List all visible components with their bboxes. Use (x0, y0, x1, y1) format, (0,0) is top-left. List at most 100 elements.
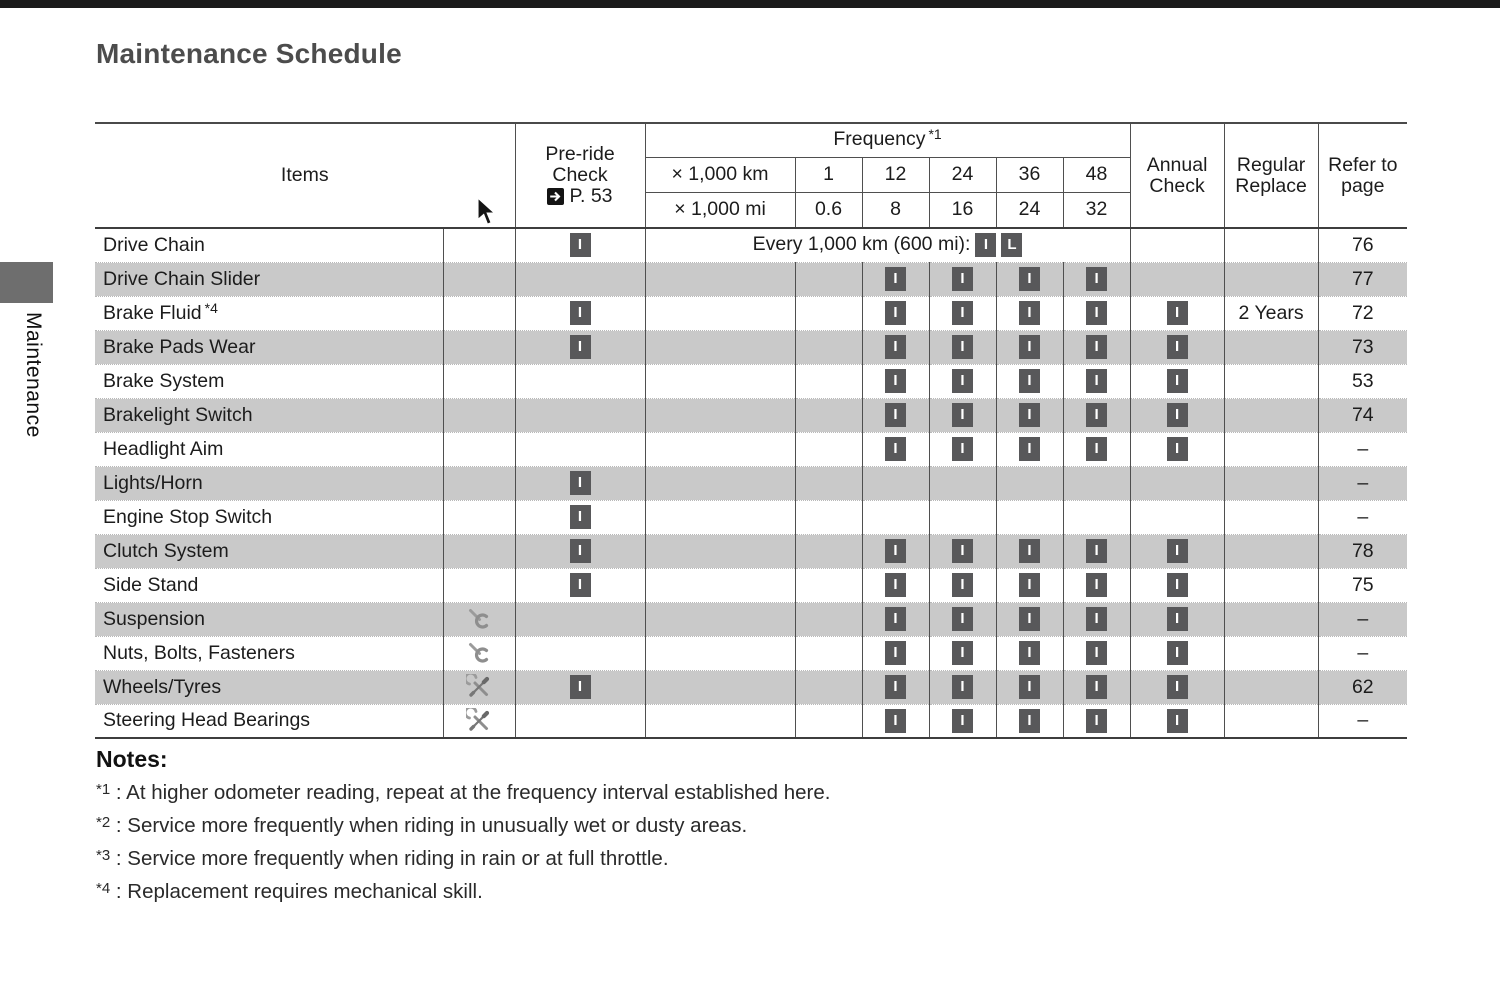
tool-cell (442, 295, 515, 330)
frequency-cell: I (1062, 363, 1131, 398)
inspect-badge: I (1019, 369, 1040, 393)
km-value: 36 (995, 157, 1063, 193)
frequency-cell: I (1062, 295, 1131, 330)
annual-check-cell: I (1129, 431, 1225, 466)
item-name-label: Lights/Horn (103, 471, 203, 494)
refer-to-page-header: Refer to page (1317, 123, 1408, 228)
pre-ride-check-cell: I (514, 227, 645, 262)
items-header: Items (95, 123, 515, 228)
refer-page-value: 76 (1351, 233, 1374, 256)
inspect-badge: I (1019, 539, 1040, 563)
frequency-cell (794, 669, 862, 704)
annual-check-cell (1129, 499, 1225, 534)
item-name-cell: Drive Chain Slider (95, 261, 443, 296)
note-text: Service more frequently when riding in u… (127, 814, 748, 837)
item-name-label: Nuts, Bolts, Fasteners (103, 641, 295, 664)
note-separator: : (110, 847, 128, 870)
inspect-badge: I (1086, 708, 1108, 733)
item-name-label: Engine Stop Switch (103, 505, 273, 528)
frequency-cell: I (928, 363, 996, 398)
inspect-badge: I (1166, 403, 1188, 427)
table-row: Engine Stop Switch I – (95, 499, 1408, 534)
refer-page-value: 78 (1351, 539, 1374, 562)
inspect-badge: I (569, 573, 591, 597)
inspect-badge: I (1086, 539, 1108, 563)
inspect-badge: I (569, 675, 591, 699)
frequency-cell: I (995, 601, 1063, 636)
frequency-cell (794, 635, 862, 670)
frequency-cell: I (1062, 601, 1131, 636)
inspect-badge: I (1086, 641, 1108, 665)
tool-cell (442, 397, 515, 432)
regular-replace-cell (1223, 635, 1319, 670)
inspect-badge: I (1086, 403, 1108, 427)
note-line: *3 : Service more frequently when riding… (96, 847, 1296, 872)
frequency-cell: I (861, 397, 929, 432)
crossed-tools-icon (442, 703, 515, 738)
frequency-cell: I (1062, 635, 1131, 670)
pre-ride-check-cell: I (514, 669, 645, 704)
km-unit-label: × 1,000 km (644, 157, 795, 193)
note-text: Replacement requires mechanical skill. (127, 880, 483, 903)
note-separator: : (110, 814, 128, 837)
frequency-label-spacer-cell (644, 261, 795, 296)
item-name-cell: Suspension (95, 601, 443, 636)
note-line: *2 : Service more frequently when riding… (96, 814, 1296, 839)
inspect-badge: I (1166, 675, 1188, 699)
annual-check-cell: I (1129, 703, 1225, 738)
item-name-label: Side Stand (103, 573, 199, 596)
note-text: Service more frequently when riding in r… (127, 847, 669, 870)
inspect-badge: I (1019, 267, 1040, 291)
inspect-badge: I (1166, 573, 1188, 597)
note-footnote-mark: *2 (96, 814, 111, 831)
frequency-cell: I (928, 703, 996, 738)
frequency-label-spacer-cell (644, 499, 795, 534)
inspect-badge: I (1086, 267, 1108, 291)
annual-check-cell: I (1129, 397, 1225, 432)
km-value: 48 (1062, 157, 1131, 193)
frequency-cell: I (1062, 533, 1131, 568)
frequency-cell (794, 431, 862, 466)
item-name-label: Headlight Aim (103, 437, 224, 460)
table-row: Headlight Aim I I I I I – (95, 431, 1408, 466)
inspect-badge: I (952, 437, 973, 461)
tool-cell (442, 261, 515, 296)
frequency-cell: I (861, 703, 929, 738)
frequency-cell: I (995, 431, 1063, 466)
frequency-cell: I (1062, 261, 1131, 296)
annual-check-cell: I (1129, 295, 1225, 330)
table-row: Lights/Horn I – (95, 465, 1408, 500)
mi-value: 24 (995, 192, 1063, 228)
regular-replace-header: Regular Replace (1223, 123, 1319, 228)
inspect-badge: I (952, 301, 973, 325)
regular-replace-cell (1223, 261, 1319, 296)
inspect-badge: I (1019, 675, 1040, 699)
inspect-badge: I (1166, 641, 1188, 665)
table-row: Brake System I I I I I 53 (95, 363, 1408, 398)
regular-replace-cell (1223, 499, 1319, 534)
pre-ride-check-cell (514, 431, 645, 466)
frequency-cell (928, 499, 996, 534)
pre-ride-check-cell (514, 261, 645, 296)
refer-page-cell: – (1317, 465, 1408, 500)
inspect-badge: I (569, 471, 591, 495)
inspect-badge: I (1019, 607, 1040, 631)
frequency-label-spacer-cell (644, 431, 795, 466)
pre-ride-check-cell (514, 397, 645, 432)
note-footnote-mark: *4 (96, 880, 111, 897)
refer-page-cell: 77 (1317, 261, 1408, 296)
inspect-badge: I (885, 335, 906, 359)
refer-page-cell: 78 (1317, 533, 1408, 568)
km-value: 24 (928, 157, 996, 193)
annual-check-cell (1129, 261, 1225, 296)
inspect-badge: I (885, 267, 906, 291)
refer-page-value: 75 (1351, 573, 1374, 596)
drive-chain-frequency-text: Every 1,000 km (600 mi): (752, 233, 971, 256)
frequency-cell (794, 601, 862, 636)
inspect-badge: I (1019, 335, 1040, 359)
annual-check-cell: I (1129, 669, 1225, 704)
item-name-cell: Drive Chain (95, 227, 443, 262)
inspect-badge: I (1086, 675, 1108, 699)
annual-check-cell (1129, 227, 1225, 262)
